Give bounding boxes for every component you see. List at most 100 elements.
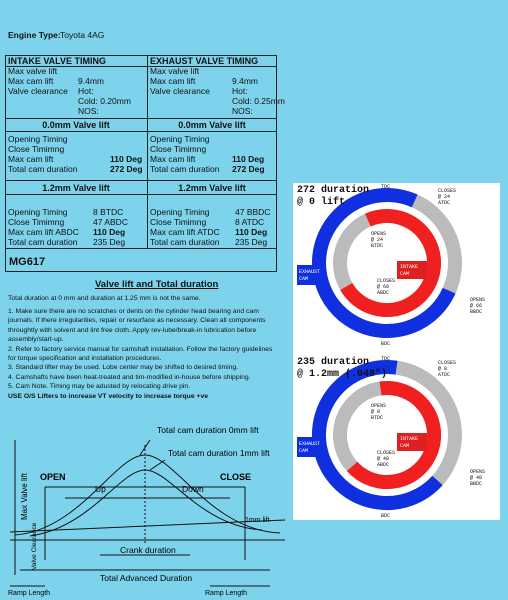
- row-value: 235 Deg: [93, 237, 126, 247]
- wheel-label: INTAKE CAM: [400, 436, 418, 449]
- spec-label: Valve clearance: [8, 86, 68, 96]
- wheel-label: OPENS @ 24 BTDC: [371, 231, 386, 249]
- label-line: INTAKE: [400, 436, 418, 442]
- row-label: Max cam lift: [150, 154, 196, 164]
- label-line: 235 duration: [297, 356, 369, 368]
- row-value: 110 Deg: [93, 227, 126, 237]
- spec-value: 9.4mm: [78, 76, 104, 86]
- label-line: @ 1.2mm (.048"): [297, 368, 387, 380]
- engine-label: Engine Type:: [8, 30, 61, 40]
- exhaust-arc: [311, 360, 443, 510]
- label-line: 272 duration: [297, 184, 369, 196]
- row-divider: [5, 194, 277, 195]
- diagram-label: Crank duration: [120, 545, 176, 555]
- diagram-label: Ramp Length: [205, 590, 247, 597]
- row-label: Max cam lift: [8, 154, 54, 164]
- label-line: ATDC: [438, 200, 450, 206]
- pointer: [139, 439, 151, 456]
- label-line: @ 8: [438, 366, 447, 372]
- wheel-label: INTAKE CAM: [400, 264, 418, 277]
- row-label: Opening Timing: [8, 207, 68, 217]
- wheel-label: 235 duration @ 1.2mm (.048"): [297, 356, 387, 380]
- row-divider: [5, 131, 277, 132]
- intake-arc: [346, 381, 442, 490]
- exhaust-box: [297, 265, 325, 285]
- spec-value: Hot:: [232, 86, 248, 96]
- diagram-label: OPEN: [40, 472, 66, 482]
- row-label: Close Timimng: [8, 144, 65, 154]
- row-label: Close Timimng: [150, 144, 207, 154]
- row-value: 235 Deg: [235, 237, 268, 247]
- diagram-label: Total cam duration 1mm lift: [168, 448, 270, 458]
- intake-arc: [340, 209, 441, 317]
- spec-label: Valve clearance: [150, 86, 210, 96]
- column-divider: [147, 55, 148, 248]
- wheel-label: CLOSES @ 8 ATDC: [438, 360, 456, 378]
- note-emphasis: USE O/S Lifters to increase VT velocity …: [8, 392, 209, 400]
- row-label: Total cam duration: [8, 237, 78, 247]
- column-title: EXHAUST VALVE TIMING: [150, 56, 259, 66]
- diagram-label: Total cam duration 0mm lift: [157, 425, 259, 435]
- label-line: @ 48: [470, 475, 482, 481]
- bdc: BDC: [381, 341, 390, 347]
- model-code: MG617: [9, 256, 46, 268]
- spec-label: Max valve lift: [150, 66, 200, 76]
- diagram-label: 1mm lift: [245, 517, 270, 524]
- wheel-label: OPENS @ 66 BBDC: [470, 297, 485, 315]
- row-value: 110 Deg: [110, 154, 143, 164]
- row-divider: [5, 66, 277, 67]
- lift-diagram: [9, 439, 286, 587]
- label-line: ABDC: [377, 290, 389, 296]
- note: 3. Standard lifter may be used. Lobe cen…: [8, 364, 239, 372]
- row-value: 110 Deg: [232, 154, 265, 164]
- label-line: EXHAUST: [299, 441, 320, 447]
- diagram-label: Ramp Length: [8, 590, 50, 597]
- label-line: ABDC: [377, 462, 389, 468]
- intro: Total duration at 0 mm and duration at 1…: [8, 295, 201, 302]
- label-line: CLOSES: [438, 188, 456, 194]
- pointer: [149, 459, 166, 471]
- exhaust-box: [297, 437, 325, 457]
- label-line: @ 24: [438, 194, 450, 200]
- diagram-label: CLOSE: [220, 472, 251, 482]
- label-line: CLOSES: [438, 360, 456, 366]
- row-label: Total cam duration: [8, 164, 78, 174]
- row-value: 47 ABDC: [93, 217, 128, 227]
- wheel-label: EXHAUST CAM: [299, 269, 320, 282]
- row-value: 47 BBDC: [235, 207, 271, 217]
- label-line: CAM: [299, 276, 308, 282]
- diagram-label: Down: [182, 484, 204, 494]
- row-label: Max cam lift ABDC: [8, 227, 79, 237]
- row-divider: [5, 118, 277, 119]
- label-line: CAM: [400, 271, 409, 277]
- tdc: TDC: [381, 356, 390, 362]
- section-title: 0.0mm Valve lift: [42, 120, 110, 130]
- spec-value: NOS:: [78, 106, 99, 116]
- exhaust-arc: [312, 188, 456, 338]
- label-line: OPENS: [470, 469, 485, 475]
- row-value: 110 Deg: [235, 227, 268, 237]
- label-line: BBDC: [470, 309, 482, 315]
- wheel-label: CLOSES @ 24 ATDC: [438, 188, 456, 206]
- row-label: Opening Timing: [150, 134, 210, 144]
- label-line: OPENS: [371, 403, 386, 409]
- row-label: Total cam duration: [150, 237, 220, 247]
- label-line: CLOSES: [377, 278, 395, 284]
- intake-box: [397, 433, 427, 451]
- spec-value: Hot:: [78, 86, 94, 96]
- wheel-label: CLOSES @ 48 ABDC: [377, 450, 395, 468]
- label-line: INTAKE: [400, 264, 418, 270]
- baseline: [9, 519, 286, 533]
- wheel-label: CLOSES @ 60 ABDC: [377, 278, 395, 296]
- row-value: 8 ATDC: [235, 217, 265, 227]
- wheel-label: 272 duration @ 0 lift: [297, 184, 369, 208]
- row-label: Opening Timing: [150, 207, 210, 217]
- label-line: BTDC: [371, 243, 383, 249]
- row-divider: [5, 248, 277, 249]
- row-label: Max cam lift ATDC: [150, 227, 220, 237]
- diagram-label: Up: [95, 484, 106, 494]
- label-line: @ 66: [470, 303, 482, 309]
- bdc: BDC: [381, 513, 390, 519]
- label-line: @ 8: [371, 409, 380, 415]
